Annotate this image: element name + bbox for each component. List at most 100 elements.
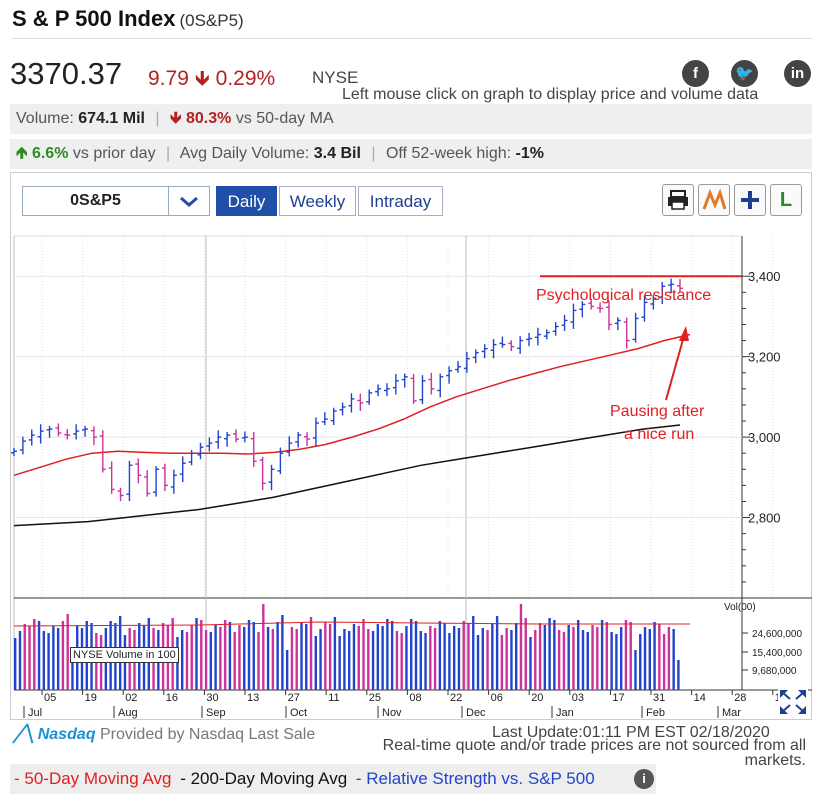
x-tick-label: 06 bbox=[491, 692, 503, 704]
log-scale-icon[interactable]: L bbox=[770, 184, 802, 216]
volume-bar bbox=[596, 627, 599, 690]
chevron-down-icon[interactable] bbox=[168, 187, 210, 215]
x-tick-label: 14 bbox=[694, 692, 706, 704]
month-label: Mar bbox=[722, 707, 741, 719]
page-title: S & P 500 Index (0S&P5) bbox=[12, 6, 244, 32]
volume-bar bbox=[510, 630, 513, 690]
tab-intraday[interactable]: Intraday bbox=[358, 186, 443, 216]
expand-icon[interactable] bbox=[778, 688, 808, 716]
avg-volume-value: 3.4 Bil bbox=[313, 145, 361, 162]
volume-bar bbox=[66, 614, 69, 690]
volume-bar bbox=[405, 626, 408, 690]
volume-bar bbox=[643, 627, 647, 690]
symbol-input[interactable]: 0S&P5 bbox=[70, 192, 121, 209]
last-update: Last Update:01:11 PM EST 02/18/2020 bbox=[492, 724, 770, 741]
x-tick-label: 28 bbox=[734, 692, 746, 704]
x-tick-label: 17 bbox=[612, 692, 624, 704]
provider-text: Provided by Nasdaq Last Sale bbox=[99, 726, 316, 743]
prior-day-label: vs prior day bbox=[72, 145, 156, 162]
volume-bar bbox=[505, 628, 508, 690]
twitter-icon[interactable]: 🐦 bbox=[731, 60, 758, 87]
volume-bar bbox=[495, 616, 499, 690]
month-label: Sep bbox=[206, 707, 226, 719]
volume-bar bbox=[653, 622, 656, 690]
volume-bar bbox=[529, 637, 532, 690]
price-series bbox=[11, 278, 683, 502]
volume-bar bbox=[343, 629, 346, 690]
volume-bar bbox=[553, 620, 556, 690]
avg-volume-label: Avg Daily Volume: bbox=[179, 145, 310, 162]
index-name: S & P 500 Index bbox=[12, 6, 176, 31]
volume-bar bbox=[381, 626, 384, 690]
volume-bar bbox=[219, 627, 222, 690]
volume-bar bbox=[14, 638, 17, 690]
tab-weekly[interactable]: Weekly bbox=[279, 186, 356, 216]
volume-tick-label: 24,600,000 bbox=[752, 629, 802, 640]
x-tick-label: 02 bbox=[125, 692, 137, 704]
volume-bar bbox=[538, 623, 542, 690]
volume-bar bbox=[319, 629, 322, 690]
ma200-series bbox=[13, 424, 681, 527]
volume-bar bbox=[333, 617, 337, 690]
ma200-line bbox=[13, 424, 681, 527]
volume-bar bbox=[200, 620, 203, 690]
legend-ma200[interactable]: - 200-Day Moving Avg bbox=[180, 769, 348, 788]
volume-bar bbox=[352, 624, 356, 690]
volume-bar bbox=[52, 626, 55, 690]
linkedin-icon[interactable]: in bbox=[784, 60, 811, 87]
volume-bar bbox=[548, 618, 551, 690]
info-icon[interactable]: i bbox=[634, 769, 654, 789]
volume-bar bbox=[295, 629, 298, 690]
volume-bar bbox=[252, 622, 255, 690]
volume-bar bbox=[424, 633, 427, 690]
volume-bar bbox=[176, 637, 179, 690]
volume-bar bbox=[233, 632, 236, 690]
facebook-icon[interactable]: f bbox=[682, 60, 709, 87]
comparison-stats-bar: 🡹 6.6% vs prior day | Avg Daily Volume: … bbox=[10, 139, 812, 169]
volume-bar bbox=[23, 624, 26, 690]
y-tick-label: 3,200 bbox=[748, 350, 781, 365]
volume-bar bbox=[328, 624, 332, 690]
month-label: Oct bbox=[290, 707, 307, 719]
volume-bar bbox=[42, 631, 46, 690]
tab-daily[interactable]: Daily bbox=[216, 186, 277, 216]
y-tick-label: 2,800 bbox=[748, 511, 781, 526]
realtime-note: Real-time quote and/or trade prices are … bbox=[382, 737, 806, 769]
volume-bar bbox=[324, 622, 327, 690]
volume-bar bbox=[223, 620, 227, 690]
divider bbox=[12, 38, 812, 39]
volume-bar bbox=[491, 623, 494, 690]
volume-bar bbox=[591, 625, 594, 690]
volume-bar bbox=[476, 635, 480, 690]
indicators-icon[interactable] bbox=[698, 184, 730, 216]
x-tick-label: 20 bbox=[531, 692, 543, 704]
volume-bar bbox=[615, 634, 618, 690]
volume-stats-bar: Volume: 674.1 Mil | 🡻 80.3% vs 50-day MA bbox=[10, 104, 812, 134]
volume-bar bbox=[500, 635, 504, 690]
prior-day-value: 6.6% bbox=[31, 145, 69, 162]
volume-bar bbox=[400, 633, 403, 690]
volume-bar bbox=[386, 619, 389, 690]
chart-panel bbox=[10, 172, 812, 720]
legend-ma50[interactable]: - 50-Day Moving Avg bbox=[14, 769, 172, 788]
volume-bar bbox=[190, 625, 193, 690]
add-icon[interactable] bbox=[734, 184, 766, 216]
volume-bar bbox=[209, 632, 213, 690]
volume-bar bbox=[247, 620, 251, 690]
volume-value: 674.1 Mil bbox=[78, 110, 145, 127]
volume-bar bbox=[581, 630, 585, 690]
print-icon[interactable] bbox=[662, 184, 694, 216]
annotations: Psychological resistance Pausing after a n… bbox=[536, 275, 742, 443]
x-tick-label: 13 bbox=[247, 692, 259, 704]
volume-bar bbox=[486, 630, 489, 690]
volume-bar bbox=[667, 627, 671, 690]
volume-bar bbox=[395, 631, 399, 690]
volume-bar bbox=[639, 634, 642, 690]
pause-arrow-head bbox=[679, 326, 689, 341]
legend-relative-strength[interactable]: - Relative Strength vs. S&P 500 bbox=[355, 769, 595, 788]
ma50-series bbox=[13, 333, 691, 477]
symbol-selector[interactable]: 0S&P5 bbox=[22, 186, 210, 216]
change-value: 9.79 bbox=[148, 67, 189, 90]
price-change: 9.79 🡻 0.29% bbox=[148, 64, 275, 99]
